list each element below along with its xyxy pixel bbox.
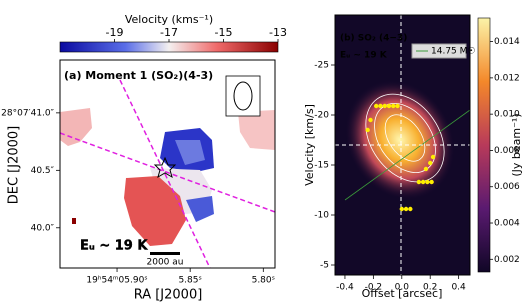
colorbar-label: Velocity (kms⁻¹) <box>125 13 213 26</box>
x-tick-label: -0.4 <box>336 283 354 293</box>
x-tick-label: 0.2 <box>423 283 437 293</box>
legend-box <box>411 43 467 59</box>
data-point <box>391 103 396 109</box>
x-tick-label: 5.85ˢ <box>178 276 201 286</box>
source-star <box>153 156 177 179</box>
data-point <box>408 206 413 212</box>
frame <box>59 59 276 269</box>
x-axis-label: Offset [arcsec] <box>362 287 443 300</box>
colorbar-tick-label: 0.006 <box>494 182 520 192</box>
y-axis-label: Velocity [km/s] <box>303 104 316 186</box>
map-region <box>175 140 205 165</box>
colorbar <box>59 41 279 53</box>
y-tick-label: 40.5″ <box>31 166 55 176</box>
colorbar-tick-label: -17 <box>160 26 178 39</box>
colorbar-tick-label: 0.004 <box>494 219 520 229</box>
colorbar-tick-label: -13 <box>269 26 287 39</box>
x-tick-label: 19ʰ54ᵐ05.90ˢ <box>86 276 147 286</box>
model-line <box>344 109 471 201</box>
annotation: Eᵤ ~ 19 K <box>80 239 148 254</box>
y-tick-label: -10 <box>314 211 329 221</box>
data-point <box>378 103 383 109</box>
data-point <box>430 154 436 160</box>
scale-label: 2000 au <box>147 258 184 268</box>
colorbar-tick-label: 0.014 <box>494 37 520 47</box>
colorbar-tick-label: 0.012 <box>494 73 520 83</box>
y-tick-label: -25 <box>314 61 329 71</box>
x-tick-label: 0.0 <box>395 283 410 293</box>
x-tick-label: 5.80ˢ <box>252 276 275 286</box>
axis-line <box>59 132 276 213</box>
data-point <box>386 103 392 109</box>
beam-box <box>225 75 261 117</box>
y-tick-label: 28°07′41.0″ <box>1 108 54 118</box>
y-axis-label: DEC [J2000] <box>7 126 22 205</box>
data-point <box>416 179 422 185</box>
axis-line <box>119 79 211 269</box>
beam <box>233 81 253 111</box>
map-region <box>186 196 214 222</box>
y-tick-label: -20 <box>314 111 329 121</box>
legend-label: 14.75 M☉ <box>431 47 475 57</box>
data-point <box>399 206 404 212</box>
colorbar-tick-label: 0.008 <box>494 146 520 156</box>
data-point <box>374 103 379 109</box>
data-point <box>368 117 373 123</box>
map-region <box>124 176 186 246</box>
data-point <box>420 179 426 185</box>
colorbar-label: (Jy beam⁻¹) <box>510 113 523 176</box>
colorbar-tick-label: -19 <box>106 26 124 39</box>
contour <box>365 93 445 183</box>
panel-title: (b) SO₂ (4−3) <box>340 34 407 44</box>
scale-bar <box>150 252 180 255</box>
contour <box>384 114 426 162</box>
map-pixel <box>72 218 76 224</box>
frame <box>334 14 471 276</box>
data-point <box>428 160 433 166</box>
data-point <box>382 103 387 109</box>
panel-title: (a) Moment 1 (SO₂)(4-3) <box>64 69 213 82</box>
data-point <box>395 103 400 109</box>
data-point <box>429 179 434 185</box>
x-tick-label: 0.4 <box>451 283 466 293</box>
data-point <box>365 127 370 133</box>
map-region <box>238 110 275 150</box>
colorbar <box>477 17 491 273</box>
data-point <box>425 179 430 185</box>
annotation: Eᵤ ~ 19 K <box>340 51 388 61</box>
colorbar-tick-label: -15 <box>215 26 233 39</box>
velocity-map <box>59 41 279 269</box>
x-tick-label: -0.2 <box>365 283 383 293</box>
y-tick-label: -15 <box>314 161 329 171</box>
data-point <box>403 206 409 212</box>
data-point <box>423 166 429 172</box>
y-tick-label: -5 <box>320 261 329 271</box>
colorbar-tick-label: 0.010 <box>494 110 520 120</box>
x-axis-label: RA [J2000] <box>134 288 203 303</box>
y-tick-label: 40.0″ <box>31 223 55 233</box>
colorbar-tick-label: 0.002 <box>494 255 520 265</box>
